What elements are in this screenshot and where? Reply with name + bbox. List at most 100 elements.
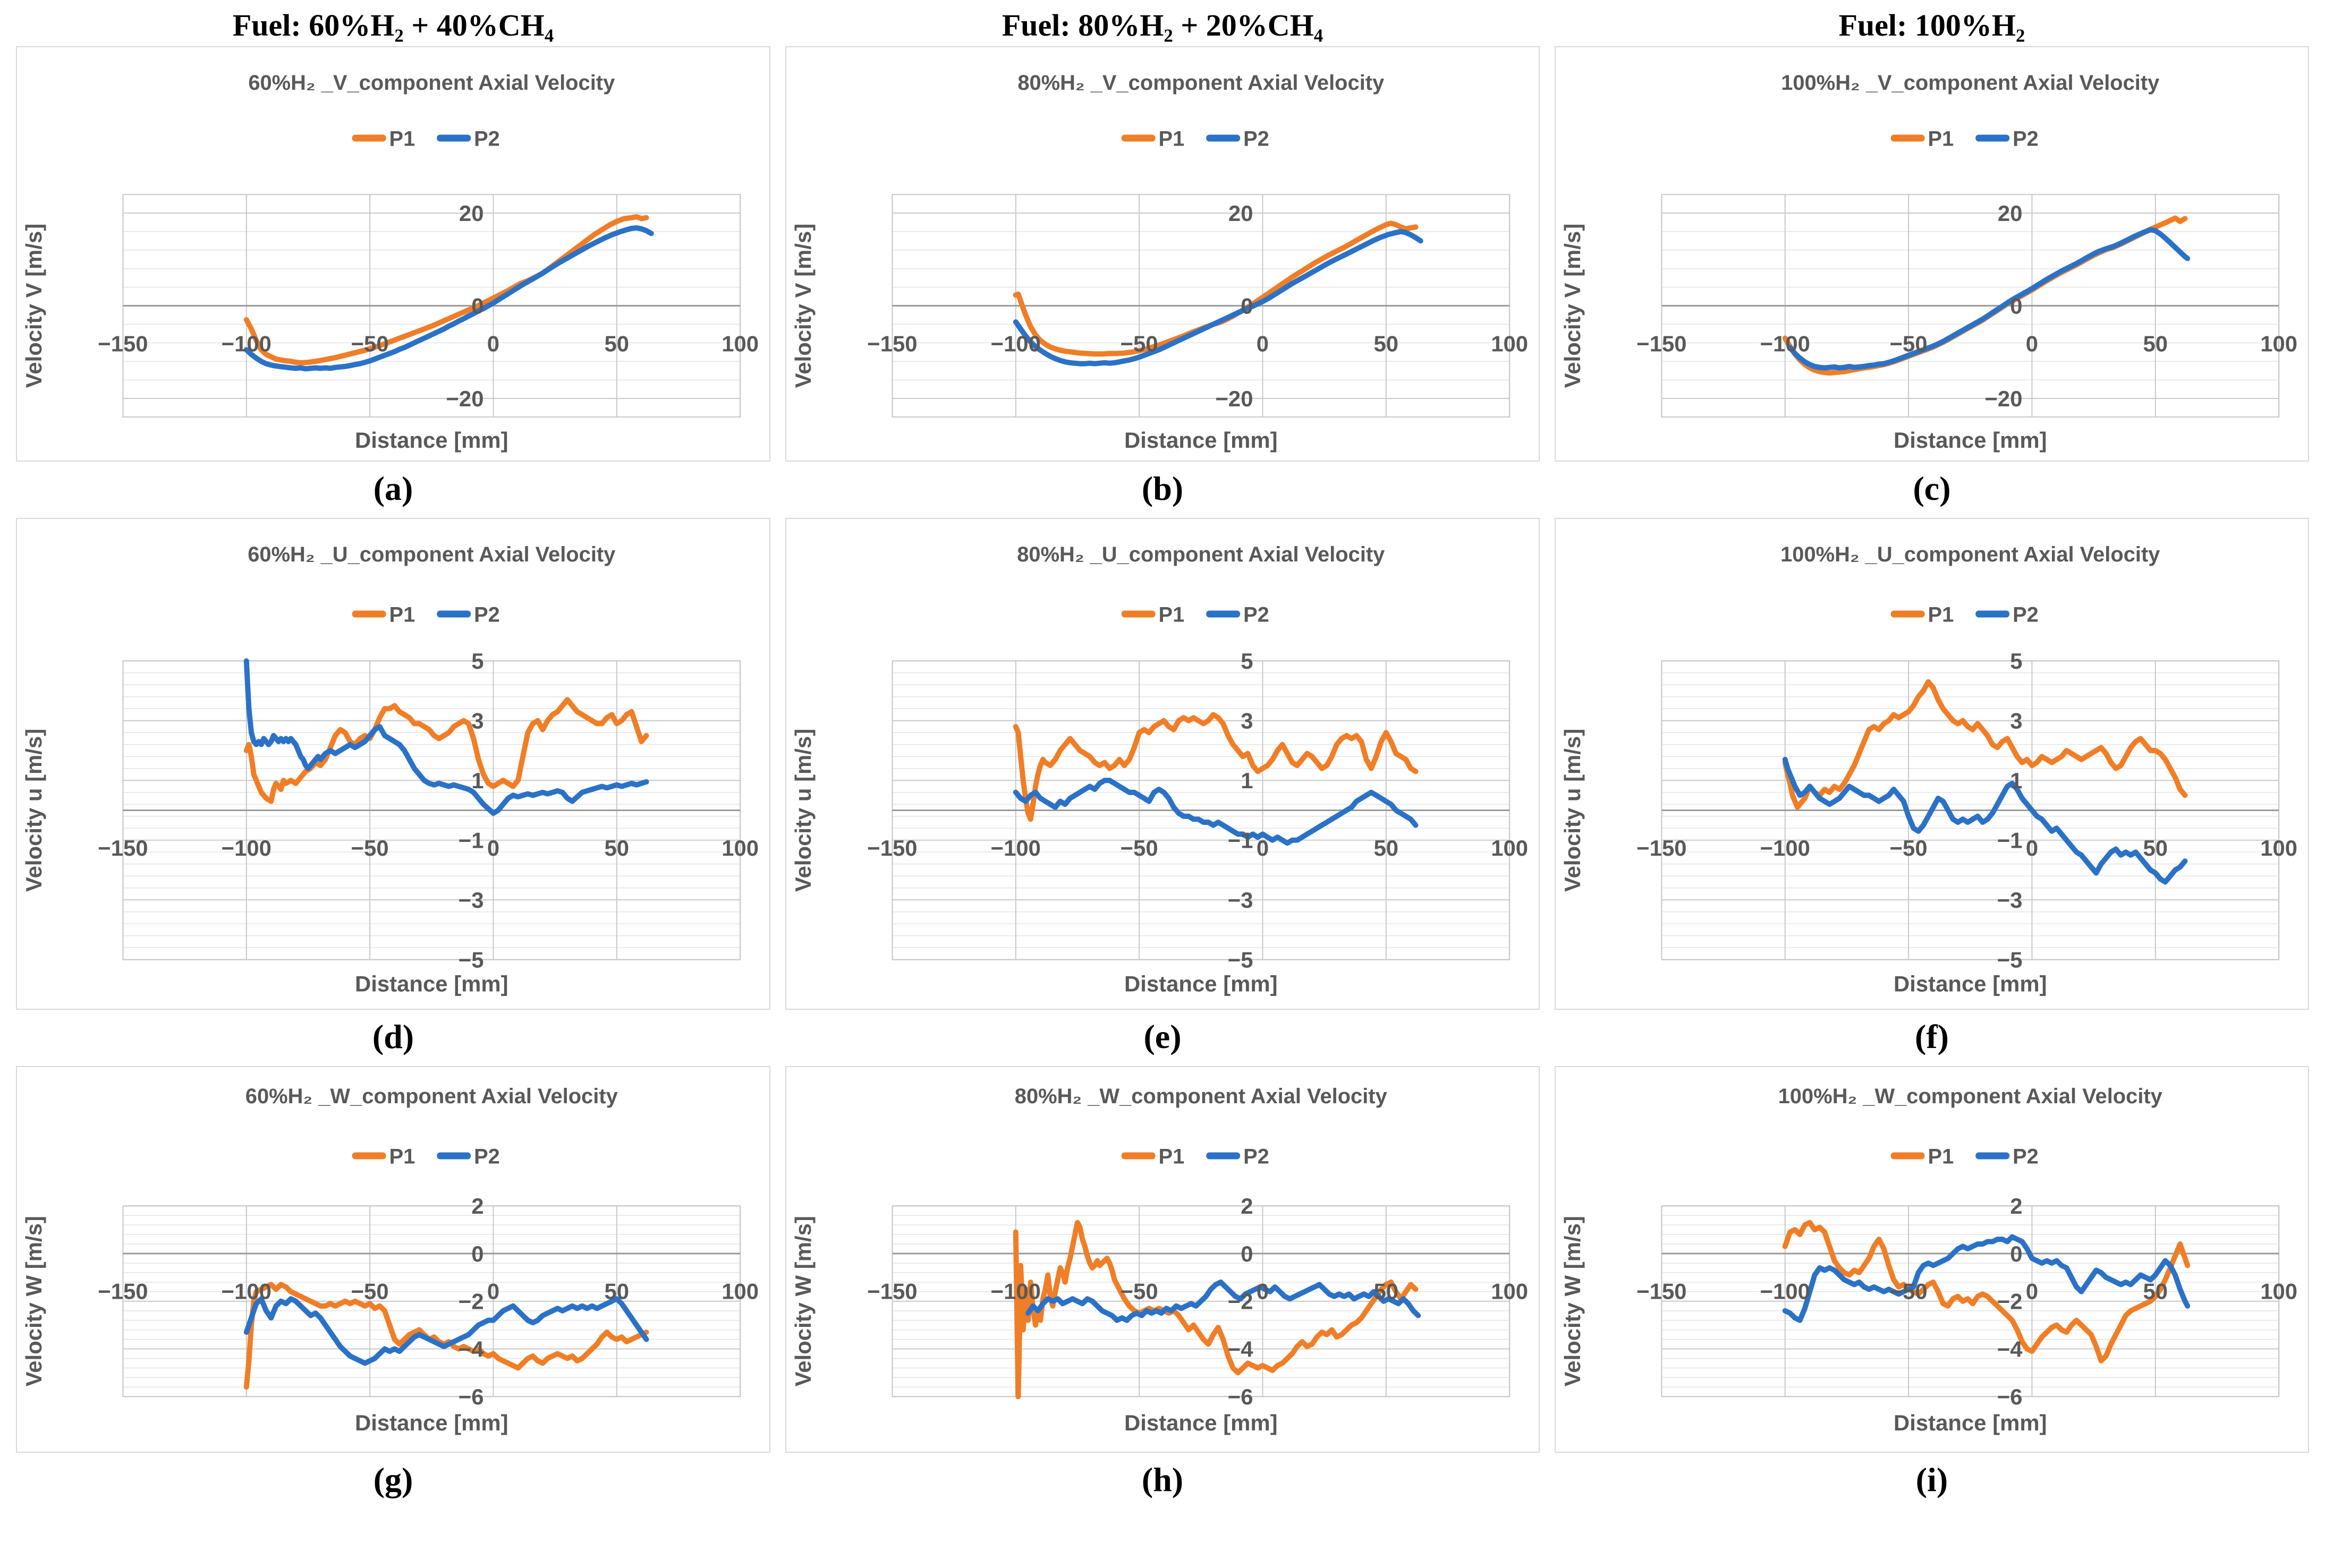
x-tick-label: 50 (2143, 331, 2168, 356)
y-tick-label: 5 (471, 649, 483, 674)
chart-card-c: 20 0 −20 −150 −100 −50 0 50 100 100%H₂ _V_compone… (1555, 46, 2309, 462)
legend-p2-swatch (437, 134, 471, 142)
x-tick-label: 50 (605, 836, 630, 860)
legend-p1-swatch (1890, 134, 1925, 142)
y-tick-label: 20 (1228, 201, 1253, 226)
cell-d: 5 3 1 −1 −3 −5 −150 −100 −50 0 50 100 60%H₂ _U_compo… (16, 517, 770, 1066)
y-tick-label: 5 (2010, 649, 2022, 674)
legend-p1-swatch (1890, 610, 1925, 618)
x-tick-label: 0 (1257, 836, 1269, 860)
x-tick-label: 50 (1374, 1279, 1399, 1304)
legend-p1-label: P1 (1928, 127, 1954, 150)
x-tick-label: −150 (98, 836, 148, 860)
x-axis-title: Distance [mm] (355, 428, 508, 453)
chart-svg-e: 5 3 1 −1 −3 −5 −150 −100 −50 0 50 100 80%H₂ _U_compo… (791, 543, 1528, 996)
y-tick-label: 2 (1241, 1194, 1253, 1218)
series-p2-line (243, 658, 649, 816)
chart-svg-b: 20 0 −20 −150 −100 −50 0 50 100 80%H₂ _V_componen… (791, 71, 1528, 453)
x-tick-label: 50 (1374, 836, 1399, 860)
x-tick-label: −100 (1760, 331, 1810, 356)
cell-e: 5 3 1 −1 −3 −5 −150 −100 −50 0 50 100 80%H₂ _U_compo… (785, 517, 1540, 1066)
chart-card-d: 5 3 1 −1 −3 −5 −150 −100 −50 0 50 100 60%H₂ _U_compo… (16, 517, 770, 1010)
x-tick-label: −100 (222, 836, 271, 860)
chart-card-f: 5 3 1 −1 −3 −5 −150 −100 −50 0 50 100 100%H₂ _U_comp… (1555, 517, 2309, 1010)
x-tick-label: 100 (2260, 1279, 2297, 1304)
legend-p2-swatch (437, 610, 471, 618)
caption-f: (f) (1915, 1018, 1949, 1056)
legend-p2-label: P2 (1243, 603, 1269, 626)
x-tick-label: −100 (222, 1279, 271, 1304)
y-axis-title: Velocity W [m/s] (21, 1216, 46, 1386)
y-axis-title: Velocity u [m/s] (1560, 729, 1585, 892)
legend-p2-swatch (1975, 134, 2010, 142)
legend-p1-swatch (352, 610, 386, 618)
chart-title: 80%H₂ _V_component Axial Velocity (1017, 71, 1384, 95)
chart-i: 2 0 −2 −4 −6 −150 −100 −50 0 50 100 100%H₂ _W_compo… (1556, 1067, 2308, 1452)
legend-p2-label: P2 (1243, 1145, 1269, 1169)
chart-title: 60%H₂ _W_component Axial Velocity (245, 1085, 618, 1108)
x-tick-label: −150 (867, 836, 917, 860)
fuel-header-100: Fuel: 100%H₂ (1838, 8, 2025, 42)
chart-e: 5 3 1 −1 −3 −5 −150 −100 −50 0 50 100 80%H₂ _U_compo… (786, 519, 1539, 1009)
chart-title: 60%H₂ _V_component Axial Velocity (248, 71, 615, 95)
legend-p1-swatch (1890, 1152, 1925, 1160)
x-tick-label: 100 (722, 331, 759, 356)
x-axis-title: Distance [mm] (1124, 428, 1278, 453)
series-p1-line (1013, 712, 1419, 822)
series-p2-line (1013, 778, 1419, 846)
y-tick-label: −20 (1215, 386, 1253, 411)
legend-p1-label: P1 (389, 603, 415, 626)
x-tick-label: −150 (867, 1279, 917, 1304)
x-tick-label: −150 (1636, 331, 1686, 356)
cell-b: 20 0 −20 −150 −100 −50 0 50 100 80%H₂ _V_componen… (785, 46, 1540, 518)
series-p2-line (1787, 227, 2191, 371)
caption-a: (a) (373, 469, 413, 507)
y-axis-title: Velocity W [m/s] (791, 1216, 816, 1386)
legend-p2-label: P2 (474, 603, 500, 626)
series-p1-line (243, 697, 649, 804)
x-tick-label: −100 (991, 331, 1041, 356)
legend-p2-label: P2 (2013, 127, 2039, 150)
y-tick-label: −1 (1228, 828, 1253, 853)
chart-title: 80%H₂ _U_component Axial Velocity (1017, 543, 1385, 566)
chart-h: 2 0 −2 −4 −6 −150 −100 −50 0 50 100 80%H₂ _W_compon… (786, 1067, 1539, 1452)
y-tick-label: 2 (2010, 1194, 2022, 1218)
chart-svg-a: 20 0 −20 −150 −100 −50 0 50 100 60%H₂ _V_componen… (21, 71, 759, 453)
x-tick-label: 100 (1491, 1279, 1528, 1304)
chart-c: 20 0 −20 −150 −100 −50 0 50 100 100%H₂ _V_compone… (1556, 47, 2308, 461)
chart-title: 60%H₂ _U_component Axial Velocity (248, 543, 615, 566)
x-tick-label: −50 (1890, 1279, 1928, 1304)
y-tick-label: −5 (1997, 947, 2023, 972)
series-p2-line (243, 1296, 649, 1366)
y-tick-label: 20 (1998, 201, 2023, 226)
chart-svg-c: 20 0 −20 −150 −100 −50 0 50 100 100%H₂ _V_compone… (1560, 71, 2297, 453)
legend-p2-swatch (1206, 134, 1241, 142)
y-tick-label: −5 (459, 947, 484, 972)
chart-card-b: 20 0 −20 −150 −100 −50 0 50 100 80%H₂ _V_componen… (785, 46, 1540, 462)
caption-b: (b) (1141, 469, 1184, 507)
y-tick-label: −4 (459, 1337, 484, 1362)
chart-grid: 20 0 −20 −150 −100 −50 0 50 100 60%H₂ _V_componen… (0, 46, 2325, 1509)
chart-card-e: 5 3 1 −1 −3 −5 −150 −100 −50 0 50 100 80%H₂ _U_compo… (785, 517, 1540, 1010)
y-tick-label: 3 (2010, 708, 2022, 733)
legend-p1-label: P1 (1159, 1145, 1185, 1169)
x-tick-label: 0 (2026, 836, 2038, 860)
legend-p2-label: P2 (2013, 603, 2039, 626)
x-tick-label: −150 (867, 331, 917, 356)
y-tick-label: 5 (1241, 649, 1253, 674)
x-axis-title: Distance [mm] (1894, 971, 2047, 996)
chart-b: 20 0 −20 −150 −100 −50 0 50 100 80%H₂ _V_componen… (786, 47, 1539, 461)
plot-border (1661, 1205, 2280, 1397)
x-tick-label: 100 (722, 836, 759, 860)
x-tick-label: −150 (1636, 836, 1686, 860)
series-p2-line (243, 225, 654, 372)
x-tick-label: 50 (605, 331, 630, 356)
x-tick-label: 100 (2260, 836, 2297, 860)
legend-p2-swatch (437, 1152, 471, 1160)
series-p2-line (1013, 229, 1423, 367)
y-tick-label: −2 (459, 1289, 484, 1314)
cell-h: 2 0 −2 −4 −6 −150 −100 −50 0 50 100 80%H₂ _W_compon… (785, 1066, 1540, 1509)
x-tick-label: −150 (98, 1279, 148, 1304)
